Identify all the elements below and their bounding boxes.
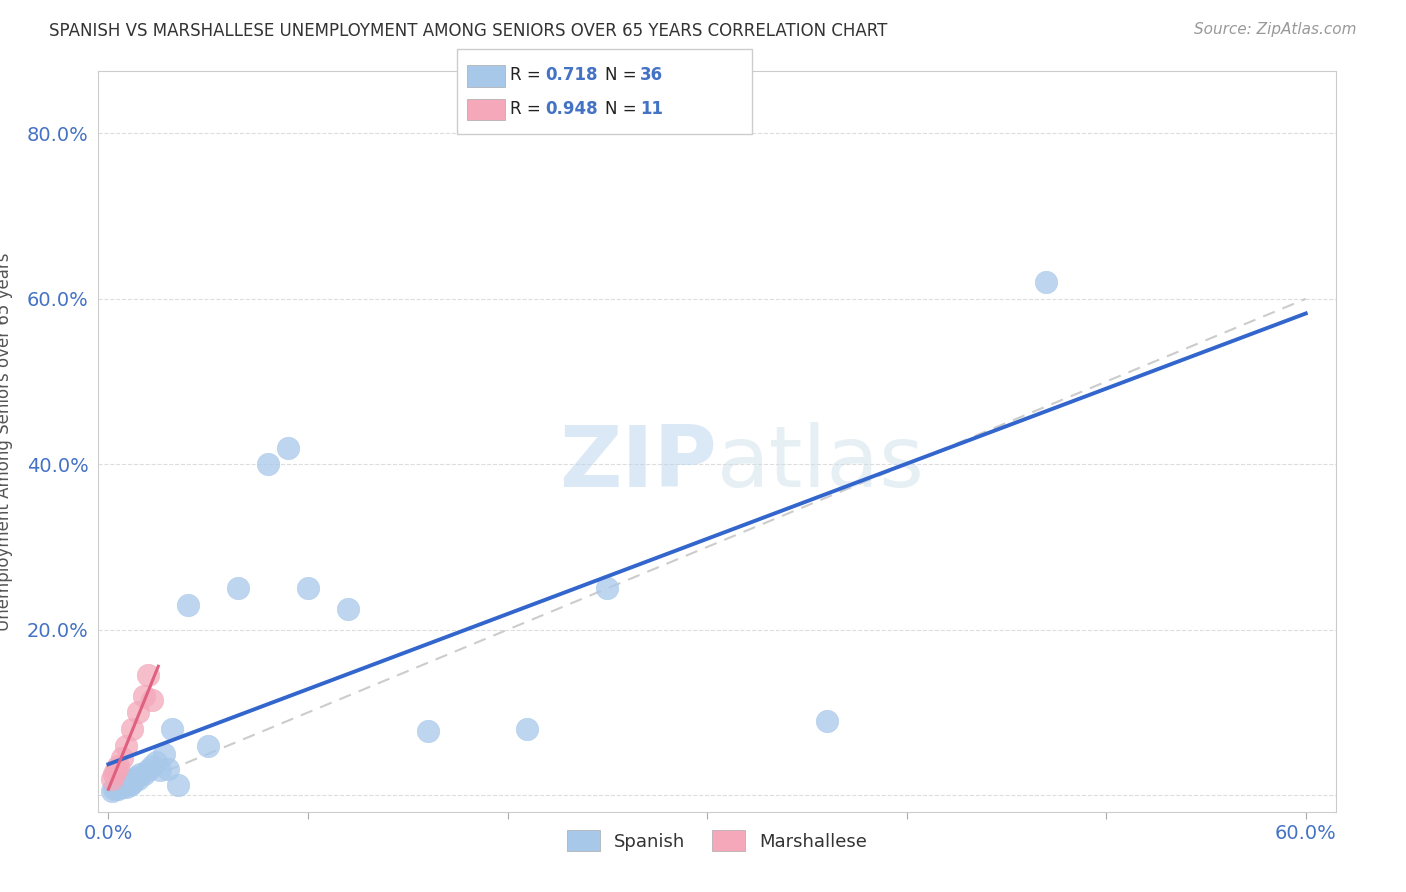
Point — [110, 778, 132, 792]
Point — [107, 759, 129, 773]
Point — [149, 764, 172, 778]
Point — [1035, 275, 1057, 289]
Point — [167, 778, 190, 792]
Text: R =: R = — [510, 66, 547, 84]
Point — [145, 755, 167, 769]
Text: Source: ZipAtlas.com: Source: ZipAtlas.com — [1194, 22, 1357, 37]
Y-axis label: Unemployment Among Seniors over 65 years: Unemployment Among Seniors over 65 years — [0, 252, 13, 631]
Point — [127, 706, 149, 720]
Text: 11: 11 — [640, 100, 662, 118]
Point — [112, 776, 135, 790]
Point — [134, 767, 156, 781]
Point — [197, 739, 219, 753]
Point — [105, 780, 128, 794]
Point — [111, 780, 134, 794]
Point — [157, 762, 180, 776]
Point — [101, 772, 124, 786]
Point — [103, 781, 125, 796]
Point — [105, 764, 128, 778]
Point — [162, 722, 184, 736]
Point — [136, 764, 159, 778]
Point — [336, 602, 359, 616]
Text: N =: N = — [605, 66, 641, 84]
Point — [416, 723, 439, 738]
Text: SPANISH VS MARSHALLESE UNEMPLOYMENT AMONG SENIORS OVER 65 YEARS CORRELATION CHAR: SPANISH VS MARSHALLESE UNEMPLOYMENT AMON… — [49, 22, 887, 40]
Point — [297, 582, 319, 596]
Text: R =: R = — [510, 100, 547, 118]
Point — [107, 781, 129, 796]
Point — [125, 770, 148, 784]
Point — [141, 759, 163, 773]
Point — [115, 780, 138, 794]
Point — [257, 458, 280, 472]
Point — [127, 772, 149, 786]
Text: ZIP: ZIP — [560, 422, 717, 505]
Point — [117, 773, 139, 788]
Point — [121, 722, 143, 736]
Point — [596, 582, 619, 596]
Text: N =: N = — [605, 100, 641, 118]
Point — [226, 582, 249, 596]
Point — [815, 714, 838, 728]
Point — [134, 689, 156, 703]
Point — [516, 722, 538, 736]
Legend: Spanish, Marshallese: Spanish, Marshallese — [560, 823, 875, 858]
Point — [129, 767, 152, 781]
Point — [103, 767, 125, 781]
Text: atlas: atlas — [717, 422, 925, 505]
Point — [136, 668, 159, 682]
Point — [120, 778, 142, 792]
Point — [124, 773, 146, 788]
Point — [101, 784, 124, 798]
Point — [141, 693, 163, 707]
Point — [277, 441, 299, 455]
Point — [177, 598, 200, 612]
Point — [153, 747, 176, 761]
Text: 0.948: 0.948 — [546, 100, 598, 118]
Point — [121, 776, 143, 790]
Point — [111, 751, 134, 765]
Text: 36: 36 — [640, 66, 662, 84]
Point — [115, 739, 138, 753]
Text: 0.718: 0.718 — [546, 66, 598, 84]
